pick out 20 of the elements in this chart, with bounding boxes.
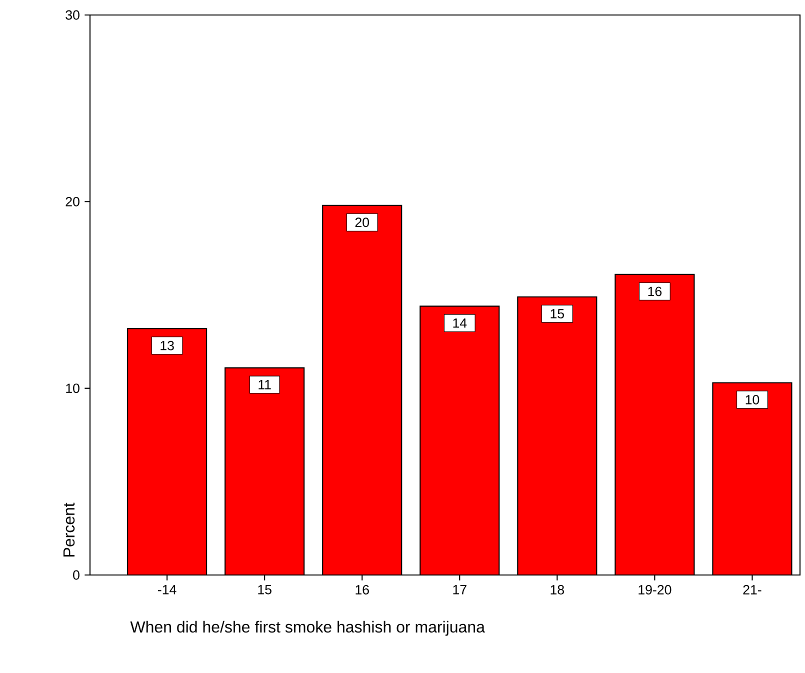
x-axis-title: When did he/she first smoke hashish or marijuana [130,620,485,636]
y-tick-label: 10 [66,384,80,394]
y-tick-label: 20 [66,196,80,206]
data-label: 20 [355,218,370,228]
y-axis-title: Percent [63,502,75,556]
x-tick-label: -14 [158,585,176,594]
data-label: 13 [160,340,174,350]
data-label: 14 [453,318,467,328]
data-label: 11 [258,380,271,390]
y-tick-label: 30 [66,10,80,20]
data-label: 15 [550,309,564,318]
data-label: 10 [746,394,760,404]
x-tick-label: 19-20 [638,585,672,594]
x-tick-label: 17 [453,585,466,594]
y-tick-label: 0 [73,570,80,580]
x-tick-label: 21- [743,585,762,594]
x-tick-label: 18 [550,585,564,594]
x-tick-label: 16 [356,585,369,594]
data-label: 16 [648,286,662,296]
x-tick-label: 15 [258,585,272,594]
